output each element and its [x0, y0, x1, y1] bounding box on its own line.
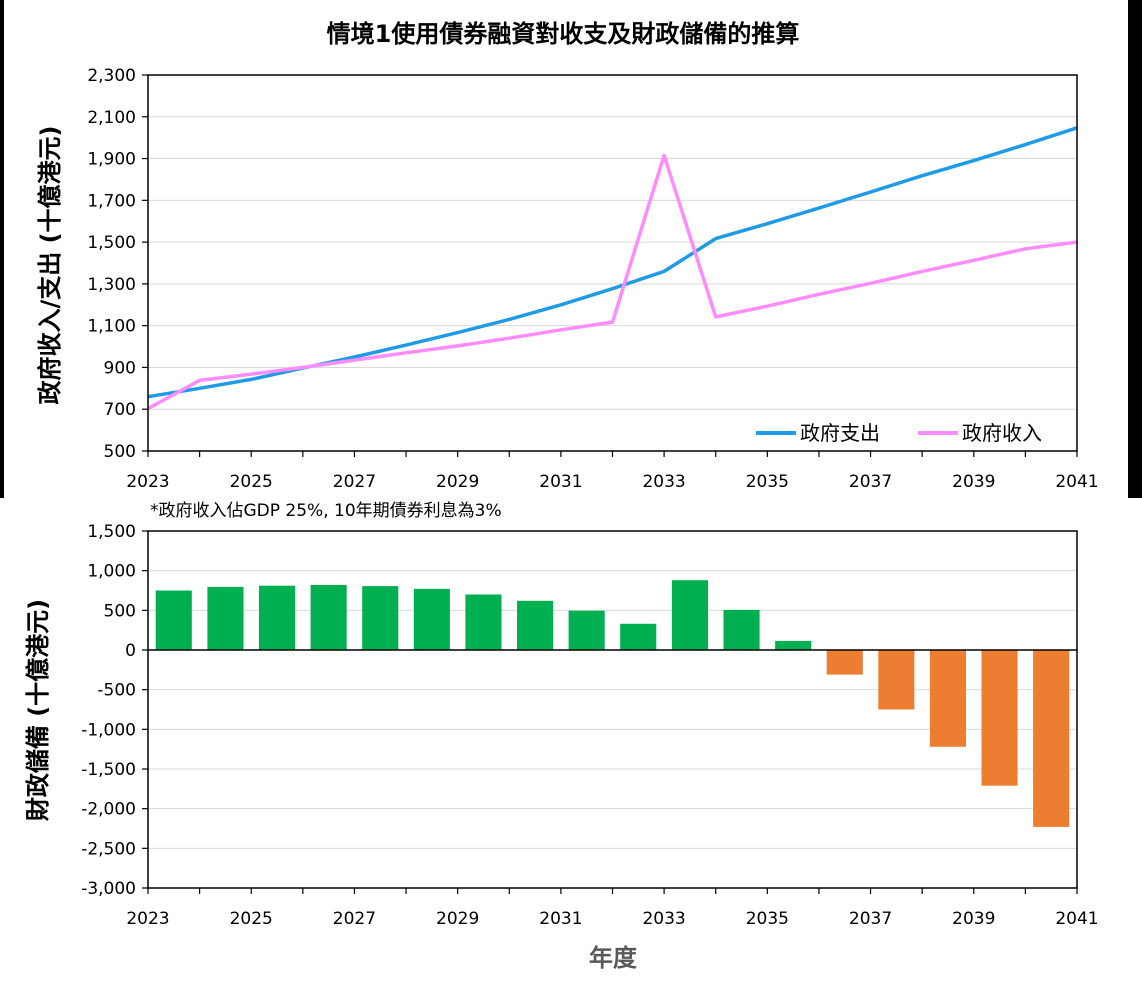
- bottom-x-tick-label: 2029: [436, 909, 479, 929]
- bottom-x-tick-labels: 2023 2025 2027 2029 2031 2033 2035 2037 2039 2041: [126, 888, 1099, 929]
- bottom-x-tick-label: 2025: [230, 909, 273, 929]
- bottom-x-tick-label: 2041: [1055, 909, 1098, 929]
- reserve-bar: [620, 623, 657, 650]
- top-y-tick-label: 700: [104, 400, 136, 420]
- top-y-tick-label: 1,900: [87, 150, 136, 170]
- top-x-tick-label: 2039: [952, 472, 995, 492]
- reserve-bar: [826, 650, 863, 675]
- reserve-bar: [207, 586, 244, 650]
- series-line-expenditure: [147, 126, 1078, 399]
- bottom-y-tick-label: -1,500: [81, 760, 136, 780]
- reserve-bar: [878, 650, 915, 710]
- top-y-tick-label: 1,300: [87, 275, 136, 295]
- reserve-bar: [929, 650, 966, 747]
- top-x-tick-label: 2037: [849, 472, 892, 492]
- bottom-x-tick-label: 2039: [952, 909, 995, 929]
- chart-title: 情境1使用債券融資對收支及財政儲備的推算: [327, 20, 800, 48]
- reserve-bar: [465, 594, 502, 650]
- top-y-tick-label: 1,700: [87, 191, 136, 211]
- top-x-tick-label: 2023: [126, 472, 169, 492]
- reserve-bar: [517, 600, 554, 650]
- bottom-y-tick-label: -2,000: [81, 800, 136, 820]
- bottom-y-tick-label: 500: [104, 601, 136, 621]
- reserve-bar: [155, 590, 192, 650]
- top-y-axis-label: 政府收入/支出 (十億港元): [36, 125, 64, 404]
- bottom-y-tick-label: -1,000: [81, 720, 136, 740]
- top-x-tick-labels: 2023 2025 2027 2029 2031 2033 2035 2037 2039 2041: [126, 451, 1099, 492]
- reserve-bar: [310, 584, 347, 650]
- bottom-y-tick-label: -2,500: [81, 839, 136, 859]
- top-x-tick-label: 2025: [230, 472, 273, 492]
- bottom-y-tick-label: 1,500: [87, 522, 136, 542]
- top-y-tick-label: 2,100: [87, 108, 136, 128]
- reserve-bar: [981, 650, 1018, 786]
- reserve-bar: [413, 588, 450, 650]
- reserve-bar: [775, 640, 812, 650]
- bottom-x-tick-label: 2035: [746, 909, 789, 929]
- bottom-bars: [155, 580, 1070, 827]
- top-x-tick-label: 2029: [436, 472, 479, 492]
- bottom-x-tick-label: 2031: [539, 909, 582, 929]
- top-gridlines: [142, 74, 1077, 452]
- top-y-tick-label: 500: [104, 442, 136, 462]
- top-y-tick-label: 1,500: [87, 233, 136, 253]
- legend-label-revenue: 政府收入: [962, 421, 1042, 445]
- bottom-y-tick-labels: 1,500 1,000 500 0 -500 -1,000 -1,500 -2,000 -2,5…: [81, 522, 136, 899]
- bottom-x-tick-label: 2037: [849, 909, 892, 929]
- bottom-y-tick-label: -3,000: [81, 879, 136, 899]
- bottom-y-tick-label: 0: [125, 641, 136, 661]
- legend: 政府支出 政府收入: [756, 421, 1042, 445]
- bottom-y-axis-label: 財政儲備 (十億港元): [24, 599, 52, 821]
- top-y-tick-labels: 500 700 900 1,100 1,300 1,500 1,700 1,900 2,100 2…: [87, 66, 136, 462]
- bottom-y-tick-label: 1,000: [87, 562, 136, 582]
- reserve-bar: [1033, 650, 1070, 827]
- top-x-tick-label: 2031: [539, 472, 582, 492]
- reserve-bar: [259, 585, 296, 650]
- bottom-y-tick-label: -500: [97, 681, 136, 701]
- top-x-tick-label: 2033: [642, 472, 685, 492]
- series-line-revenue: [147, 153, 1078, 411]
- bottom-x-tick-label: 2033: [642, 909, 685, 929]
- bottom-x-tick-label: 2023: [126, 909, 169, 929]
- legend-label-expenditure: 政府支出: [800, 421, 880, 445]
- top-y-tick-label: 900: [104, 358, 136, 378]
- top-plot-frame: [147, 74, 1078, 452]
- bottom-plot-frame: [147, 530, 1078, 889]
- bottom-x-tick-label: 2027: [333, 909, 376, 929]
- top-series-lines: [147, 126, 1078, 411]
- bottom-x-axis-label: 年度: [589, 944, 638, 972]
- right-frame-bar: [1128, 0, 1142, 498]
- reserve-bar: [568, 610, 605, 650]
- top-x-tick-label: 2041: [1055, 472, 1098, 492]
- top-x-tick-label: 2035: [746, 472, 789, 492]
- reserve-bar: [671, 580, 708, 650]
- footnote: *政府收入佔GDP 25%, 10年期債券利息為3%: [150, 501, 502, 521]
- top-y-tick-label: 2,300: [87, 66, 136, 86]
- top-y-tick-label: 1,100: [87, 317, 136, 337]
- top-x-tick-label: 2027: [333, 472, 376, 492]
- reserve-bar: [362, 586, 399, 650]
- reserve-bar: [723, 609, 760, 650]
- left-frame-bar: [0, 0, 4, 498]
